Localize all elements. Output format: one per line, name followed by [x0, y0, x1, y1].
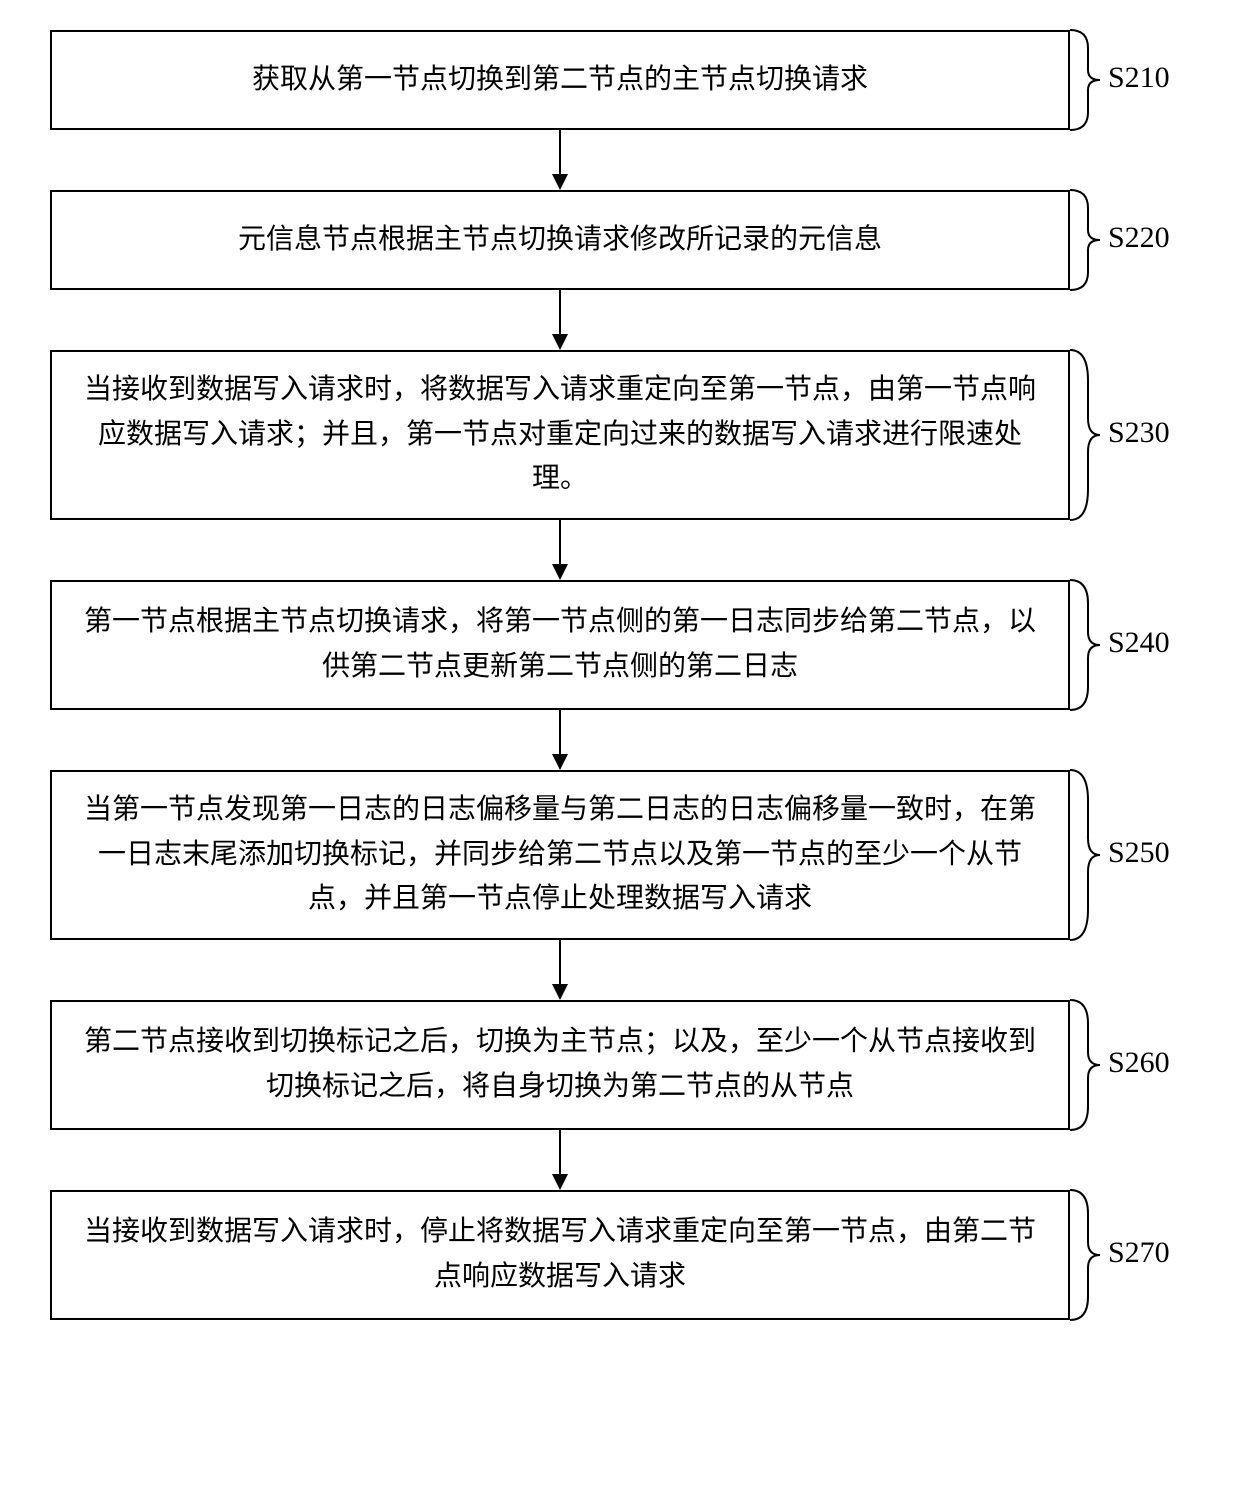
flow-step-s220: 元信息节点根据主节点切换请求修改所记录的元信息 [50, 190, 1070, 290]
flowchart-canvas: 获取从第一节点切换到第二节点的主节点切换请求 S210 元信息节点根据主节点切换请求… [0, 0, 1240, 1495]
step-label-s270: S270 [1108, 1236, 1170, 1270]
step-text: 元信息节点根据主节点切换请求修改所记录的元信息 [238, 218, 882, 263]
step-label-s210: S210 [1108, 61, 1170, 95]
step-label-s230: S230 [1108, 416, 1170, 450]
step-label-s240: S240 [1108, 626, 1170, 660]
step-label-s260: S260 [1108, 1046, 1170, 1080]
step-text: 获取从第一节点切换到第二节点的主节点切换请求 [252, 58, 868, 103]
flow-step-s230: 当接收到数据写入请求时，将数据写入请求重定向至第一节点，由第一节点响应数据写入请… [50, 350, 1070, 520]
step-label-s250: S250 [1108, 836, 1170, 870]
flow-step-s250: 当第一节点发现第一日志的日志偏移量与第二日志的日志偏移量一致时，在第一日志末尾添… [50, 770, 1070, 940]
step-text: 第二节点接收到切换标记之后，切换为主节点；以及，至少一个从节点接收到切换标记之后… [72, 1020, 1048, 1110]
step-text: 当第一节点发现第一日志的日志偏移量与第二日志的日志偏移量一致时，在第一日志末尾添… [72, 788, 1048, 922]
step-text: 当接收到数据写入请求时，将数据写入请求重定向至第一节点，由第一节点响应数据写入请… [72, 368, 1048, 502]
flow-step-s210: 获取从第一节点切换到第二节点的主节点切换请求 [50, 30, 1070, 130]
step-text: 当接收到数据写入请求时，停止将数据写入请求重定向至第一节点，由第二节点响应数据写… [72, 1210, 1048, 1300]
flow-step-s260: 第二节点接收到切换标记之后，切换为主节点；以及，至少一个从节点接收到切换标记之后… [50, 1000, 1070, 1130]
flow-step-s270: 当接收到数据写入请求时，停止将数据写入请求重定向至第一节点，由第二节点响应数据写… [50, 1190, 1070, 1320]
step-label-s220: S220 [1108, 221, 1170, 255]
flow-step-s240: 第一节点根据主节点切换请求，将第一节点侧的第一日志同步给第二节点，以供第二节点更… [50, 580, 1070, 710]
step-text: 第一节点根据主节点切换请求，将第一节点侧的第一日志同步给第二节点，以供第二节点更… [72, 600, 1048, 690]
